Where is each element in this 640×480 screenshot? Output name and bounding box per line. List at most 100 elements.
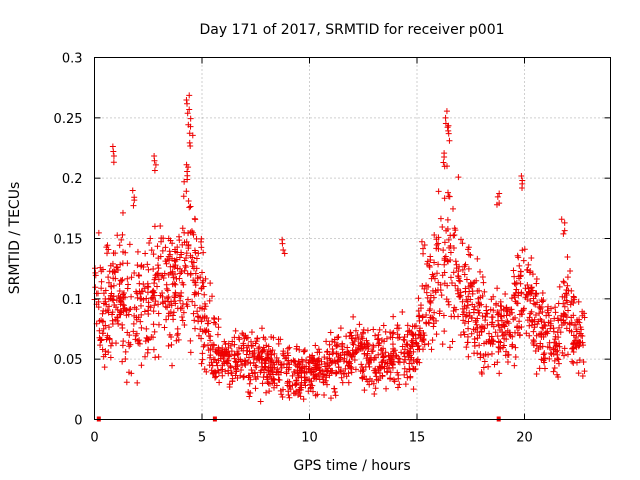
data-point xyxy=(354,331,361,338)
data-point xyxy=(179,317,186,324)
data-point xyxy=(508,295,515,302)
data-point xyxy=(92,272,99,279)
data-point xyxy=(447,249,454,256)
data-point xyxy=(516,262,523,269)
data-point xyxy=(98,285,105,292)
data-point xyxy=(137,318,144,325)
data-point xyxy=(447,274,454,281)
data-point xyxy=(556,343,563,350)
data-point xyxy=(290,369,297,376)
data-point xyxy=(249,350,256,357)
data-point xyxy=(400,336,407,343)
data-point xyxy=(503,319,510,326)
data-point xyxy=(227,342,234,349)
data-point xyxy=(416,359,423,366)
data-point xyxy=(496,370,503,377)
data-point xyxy=(315,346,322,353)
data-point xyxy=(285,392,292,399)
data-point xyxy=(232,366,239,373)
data-point xyxy=(140,281,147,288)
data-point xyxy=(470,306,477,313)
data-point xyxy=(555,360,562,367)
data-point xyxy=(498,313,505,320)
data-point xyxy=(201,291,208,298)
data-point xyxy=(127,305,134,312)
data-point xyxy=(186,92,193,99)
data-point xyxy=(358,361,365,368)
data-point xyxy=(516,318,523,325)
data-point xyxy=(271,384,278,391)
data-point xyxy=(191,302,198,309)
data-point xyxy=(202,303,209,310)
data-point xyxy=(350,351,357,358)
data-point xyxy=(337,354,344,361)
data-point xyxy=(134,294,141,301)
data-point xyxy=(316,349,323,356)
data-point xyxy=(284,345,291,352)
data-point xyxy=(265,355,272,362)
data-point xyxy=(522,285,529,292)
data-point xyxy=(224,360,231,367)
data-point xyxy=(444,257,451,264)
data-point xyxy=(181,229,188,236)
data-point xyxy=(536,304,543,311)
data-point xyxy=(277,336,284,343)
data-point xyxy=(306,353,313,360)
data-point xyxy=(431,232,438,239)
data-point xyxy=(368,354,375,361)
data-point xyxy=(256,344,263,351)
data-point xyxy=(471,350,478,357)
data-point xyxy=(387,375,394,382)
data-point xyxy=(457,278,464,285)
data-point xyxy=(259,348,266,355)
y-tick-label: 0.15 xyxy=(54,233,83,248)
data-point xyxy=(166,248,173,255)
data-point xyxy=(537,305,544,312)
data-point xyxy=(102,351,109,358)
data-point xyxy=(551,357,558,364)
data-point xyxy=(530,337,537,344)
data-point xyxy=(150,251,157,258)
data-point xyxy=(143,334,150,341)
data-point xyxy=(427,257,434,264)
data-point xyxy=(547,325,554,332)
data-point xyxy=(95,290,102,297)
data-point xyxy=(298,367,305,374)
data-point xyxy=(159,247,166,254)
data-point xyxy=(356,321,363,328)
data-point xyxy=(343,373,350,380)
data-point xyxy=(331,385,338,392)
data-point xyxy=(366,375,373,382)
data-point xyxy=(353,346,360,353)
data-point xyxy=(465,318,472,325)
data-point xyxy=(547,350,554,357)
data-point xyxy=(119,301,126,308)
data-point xyxy=(424,260,431,267)
data-point xyxy=(320,379,327,386)
axis-ticks: 0 0.05 0.1 0.15 0.2 0.25 0.3 0 5 10 15 20 xyxy=(54,52,611,446)
data-point xyxy=(115,320,122,327)
data-point xyxy=(463,296,470,303)
data-point xyxy=(474,255,481,262)
data-point xyxy=(134,338,141,345)
data-point xyxy=(478,370,485,377)
data-point xyxy=(282,355,289,362)
data-point xyxy=(448,313,455,320)
data-point xyxy=(155,310,162,317)
data-point xyxy=(287,386,294,393)
data-point xyxy=(271,350,278,357)
data-point xyxy=(475,295,482,302)
data-point xyxy=(552,336,559,343)
data-point xyxy=(218,352,225,359)
y-tick-label: 0 xyxy=(74,414,82,429)
data-point xyxy=(205,333,212,340)
data-point xyxy=(427,314,434,321)
data-point xyxy=(187,337,194,344)
data-point xyxy=(286,344,293,351)
data-point xyxy=(280,361,287,368)
data-point xyxy=(190,277,197,284)
data-point xyxy=(249,370,256,377)
data-point xyxy=(503,307,510,314)
data-point xyxy=(463,276,470,283)
data-point xyxy=(184,176,191,183)
